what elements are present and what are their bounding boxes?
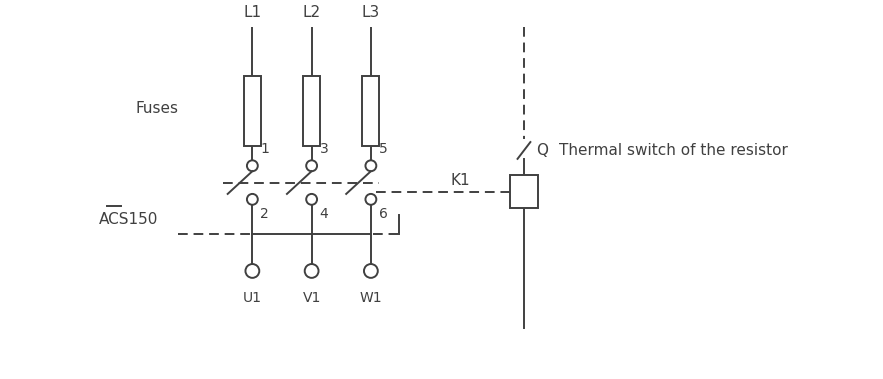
- Text: 5: 5: [379, 143, 388, 157]
- Bar: [510, 175, 538, 208]
- Text: 2: 2: [260, 207, 269, 221]
- Text: W1: W1: [359, 291, 382, 305]
- Text: 6: 6: [379, 207, 388, 221]
- Bar: [244, 77, 260, 146]
- Text: L2: L2: [303, 5, 321, 20]
- Text: V1: V1: [303, 291, 321, 305]
- Text: L3: L3: [362, 5, 380, 20]
- Text: Fuses: Fuses: [135, 102, 178, 116]
- Text: 4: 4: [320, 207, 328, 221]
- Text: 1: 1: [260, 143, 269, 157]
- Text: ACS150: ACS150: [99, 213, 159, 227]
- Text: 3: 3: [320, 143, 328, 157]
- Text: Thermal switch of the resistor: Thermal switch of the resistor: [559, 143, 788, 158]
- Text: Q: Q: [536, 143, 547, 158]
- Text: U1: U1: [243, 291, 262, 305]
- Text: L1: L1: [244, 5, 261, 20]
- Bar: [303, 77, 320, 146]
- Bar: [363, 77, 380, 146]
- Text: K1: K1: [450, 172, 470, 188]
